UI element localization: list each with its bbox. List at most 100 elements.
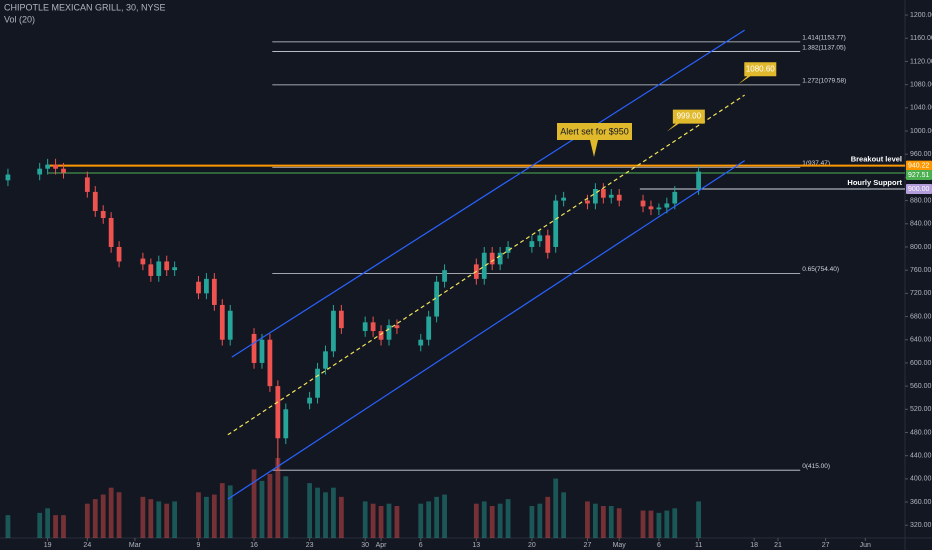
volume-bar	[505, 499, 511, 538]
volume-bar	[53, 515, 58, 538]
volume-bar	[489, 506, 495, 538]
trendline	[227, 160, 745, 500]
price-tag	[906, 183, 932, 194]
candle-body	[283, 409, 289, 439]
volume-bar	[148, 499, 154, 538]
x-tick-label: 24	[83, 542, 91, 549]
candle-body	[426, 316, 432, 340]
fib-label: 0.65(754.40)	[802, 266, 839, 273]
volume-bar	[640, 510, 646, 538]
volume-bar	[386, 503, 392, 538]
y-tick-label: 840.00	[910, 221, 932, 228]
fib-label: 1.382(1137.05)	[802, 44, 846, 51]
volume-bar	[259, 480, 265, 538]
y-tick-label: 1160.00	[910, 35, 932, 42]
candle-body	[61, 168, 66, 173]
candle-body	[267, 339, 273, 387]
candle-body	[378, 331, 384, 340]
candle-body	[489, 252, 495, 265]
x-tick-label: Apr	[376, 542, 388, 549]
volume-bar	[315, 487, 320, 538]
volume-bar	[394, 506, 400, 538]
callout-box	[557, 123, 632, 157]
alert-callout: Alert set for $950	[557, 123, 632, 157]
volume-bar	[442, 494, 447, 538]
x-tick-label: 27	[584, 542, 592, 549]
candle-body	[275, 386, 281, 439]
volume-bar	[283, 476, 289, 538]
candle-body	[259, 339, 265, 363]
volume-bar	[434, 496, 440, 538]
y-tick-label: 800.00	[910, 244, 932, 251]
y-tick-label: 600.00	[910, 360, 932, 367]
y-tick-label: 400.00	[910, 476, 932, 483]
candle-body	[386, 325, 392, 340]
callout-label: 1080.60	[746, 64, 775, 73]
candle-body	[656, 207, 662, 210]
y-tick-label: 480.00	[910, 429, 932, 436]
volume-bar	[545, 496, 551, 538]
candle-body	[172, 267, 178, 271]
candle-body	[529, 241, 535, 247]
candle-body	[196, 281, 201, 294]
x-tick-label: 6	[419, 542, 423, 549]
candle-body	[600, 188, 606, 198]
callout-box	[738, 62, 777, 85]
y-tick-label: 560.00	[910, 383, 932, 390]
x-tick-label: 16	[250, 542, 258, 549]
candle-body	[585, 200, 590, 204]
y-tick-label: 960.00	[910, 151, 932, 158]
y-tick-label: 760.00	[910, 267, 932, 274]
y-tick-label: 1080.00	[910, 81, 932, 88]
volume-bar	[108, 487, 114, 538]
candle-body	[497, 252, 503, 265]
candle-body	[204, 278, 209, 294]
volume-bar	[172, 501, 178, 538]
x-tick-label: May	[613, 542, 627, 549]
y-tick-label: 440.00	[910, 453, 932, 460]
volume-bar	[418, 503, 424, 538]
candle-body	[664, 203, 670, 208]
volume-bar	[497, 503, 503, 538]
candle-body	[323, 351, 328, 369]
volume-bar	[608, 506, 614, 538]
trendline	[227, 94, 745, 436]
x-tick-label: 19	[44, 542, 52, 549]
candle-body	[37, 168, 43, 175]
candle-body	[92, 191, 98, 212]
volume-bar	[164, 503, 170, 538]
volume-bar	[84, 503, 90, 538]
volume-bar	[362, 501, 368, 538]
candle-body	[481, 252, 487, 279]
x-tick-label: 13	[472, 542, 480, 549]
x-tick-label: 9	[197, 542, 201, 549]
candle-body	[211, 278, 217, 305]
x-tick-label: 23	[306, 542, 314, 549]
level-label: Hourly Support	[847, 178, 902, 187]
candle-body	[418, 339, 424, 346]
price-tag	[906, 170, 932, 181]
volume-bar	[331, 487, 336, 538]
candle-body	[53, 164, 58, 169]
x-tick-label: 11	[695, 542, 702, 549]
candle-body	[108, 217, 114, 247]
fib-label: 0(415.00)	[802, 463, 830, 470]
level-label: Breakout level	[851, 155, 902, 164]
volume-bar	[537, 503, 543, 538]
y-tick-label: 640.00	[910, 337, 932, 344]
volume-bar	[307, 483, 312, 538]
callout-text: Alert set for $950	[560, 126, 629, 136]
candle-body	[45, 164, 51, 169]
candle-body	[394, 325, 400, 329]
volume-bar	[585, 501, 590, 538]
y-tick-label: 1000.00	[910, 128, 932, 135]
y-tick-label: 680.00	[910, 313, 932, 320]
callout-box	[666, 109, 705, 132]
y-tick-label: 720.00	[910, 290, 932, 297]
volume-bar	[600, 506, 606, 538]
y-tick-label: 1200.00	[910, 12, 932, 19]
volume-bar	[204, 496, 209, 538]
candle-body	[227, 310, 233, 340]
